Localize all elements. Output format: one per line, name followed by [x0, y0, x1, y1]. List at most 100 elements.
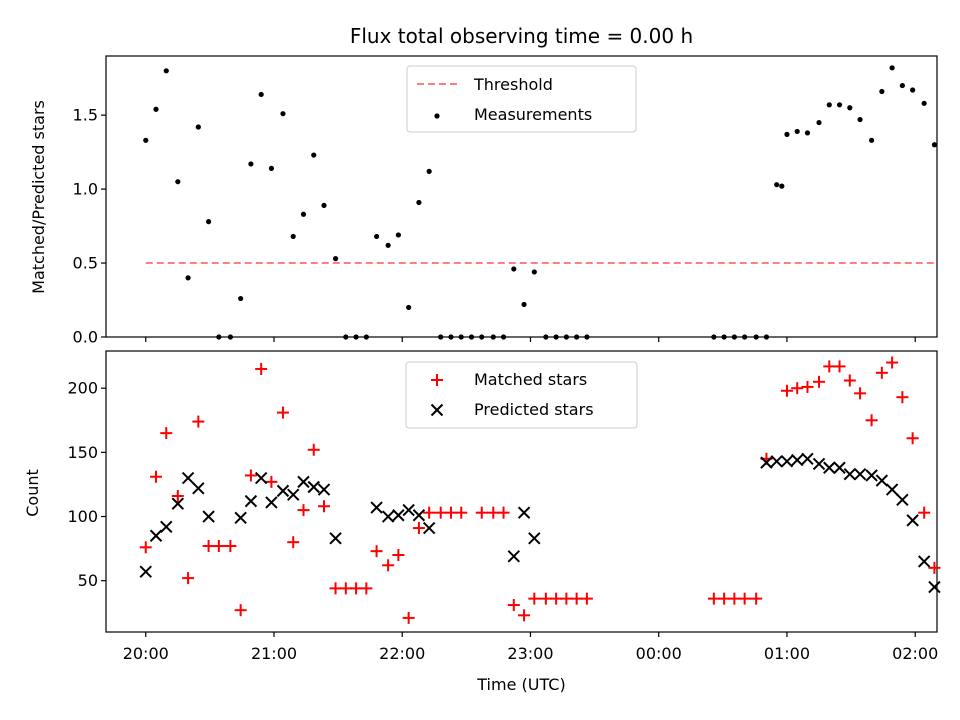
- predicted-stars-point: [812, 457, 826, 471]
- measurements-point: [248, 161, 254, 167]
- measurements-point: [816, 119, 822, 126]
- predicted-stars-point: [297, 475, 310, 489]
- measurements-point: [185, 275, 191, 281]
- ratio-panel: 0.0 0.5 1.0 1.5 Matched/Predicted stars Thr…: [29, 55, 938, 347]
- measurements-point: [448, 334, 454, 340]
- measurements-point: [227, 334, 233, 340]
- measurements-point: [195, 124, 201, 130]
- ratio-legend-box: [406, 65, 637, 133]
- matched-stars-point: [833, 360, 846, 373]
- x-tick-label: 20:00: [123, 644, 169, 663]
- predicted-stars-point: [780, 455, 794, 468]
- measurements-point: [490, 334, 496, 340]
- measurements-point: [406, 304, 412, 311]
- predicted-stars-point: [265, 496, 278, 509]
- matched-stars-point: [928, 561, 941, 574]
- matched-stars-point: [244, 469, 257, 482]
- matched-stars-point: [329, 582, 342, 595]
- predicted-stars-point: [760, 456, 773, 469]
- measurements-point: [879, 88, 885, 95]
- measurements-point: [521, 301, 527, 308]
- measurements-point: [826, 102, 832, 108]
- measurements-point: [258, 91, 264, 98]
- chart-title: Flux total observing time = 0.00 h: [350, 24, 693, 48]
- x-tick-label: 22:00: [379, 644, 425, 663]
- measurements-point: [216, 334, 222, 340]
- matched-stars-point: [412, 522, 425, 535]
- matched-stars-point: [360, 582, 373, 595]
- measurements-point: [300, 211, 307, 217]
- measurements-point: [753, 334, 759, 340]
- ratio-legend: Threshold Measurements: [406, 65, 637, 133]
- measurements-point: [500, 334, 507, 340]
- matched-stars-point: [234, 604, 247, 617]
- measurements-point: [153, 106, 159, 112]
- predicted-stars-point: [823, 461, 836, 474]
- matched-stars-point: [580, 592, 593, 605]
- legend-predicted-label: Predicted stars: [474, 400, 594, 419]
- count-marks: [139, 356, 941, 624]
- legend-matched-swatch: [431, 374, 443, 386]
- matched-stars-point: [265, 475, 278, 488]
- predicted-stars-point: [896, 493, 909, 507]
- matched-stars-point: [550, 592, 563, 605]
- matched-stars-point: [171, 489, 184, 502]
- predicted-stars-point: [801, 452, 814, 465]
- measurements-point: [779, 183, 785, 189]
- matched-stars-point: [434, 506, 447, 519]
- count-y-ticks: 50 100 150 200: [67, 379, 106, 590]
- measurements-point: [836, 102, 843, 108]
- matched-stars-point: [507, 599, 520, 612]
- count-legend: Matched stars Predicted stars: [405, 361, 638, 429]
- measurements-point: [931, 142, 938, 148]
- predicted-stars-point: [307, 480, 320, 494]
- measurements-point: [268, 165, 275, 171]
- measurements-point: [321, 202, 327, 208]
- count-plot-area: [105, 350, 938, 633]
- predicted-stars-point: [254, 471, 268, 485]
- matched-stars-point: [539, 592, 552, 605]
- legend-measurements-label: Measurements: [474, 105, 592, 124]
- measurements-point: [332, 256, 339, 262]
- predicted-stars-point: [287, 488, 300, 501]
- predicted-stars-point: [160, 520, 173, 533]
- matched-stars-point: [865, 414, 878, 427]
- predicted-stars-point: [853, 467, 867, 481]
- x-tick-label: 23:00: [507, 644, 553, 663]
- matched-stars-point: [918, 506, 931, 519]
- matched-stars-point: [202, 540, 215, 553]
- matched-stars-point: [487, 506, 500, 519]
- measurements-point: [742, 334, 748, 340]
- predicted-stars-point: [791, 453, 804, 467]
- matched-stars-point: [392, 549, 405, 562]
- measurements-point: [563, 334, 569, 340]
- measurements-point: [205, 219, 212, 225]
- predicted-stars-point: [528, 532, 541, 545]
- measurements-point: [910, 87, 916, 93]
- matched-stars-point: [182, 572, 195, 585]
- matched-stars-point: [475, 506, 488, 519]
- predicted-stars-point: [139, 565, 152, 578]
- measurements-point: [175, 179, 181, 185]
- predicted-stars-point: [276, 484, 290, 498]
- predicted-stars-point: [370, 501, 383, 514]
- matched-stars-point: [276, 406, 289, 419]
- matched-stars-point: [750, 592, 763, 605]
- x-tick-label: 01:00: [764, 644, 810, 663]
- ratio-y-tick-label: 1.5: [73, 106, 98, 125]
- predicted-stars-point: [517, 506, 531, 519]
- measurements-point: [774, 182, 780, 188]
- predicted-stars-point: [392, 509, 405, 522]
- predicted-stars-point: [171, 497, 185, 510]
- ratio-y-tick-label: 0.0: [73, 328, 98, 347]
- measurements-point: [143, 137, 149, 143]
- matched-stars-point: [906, 432, 919, 445]
- measurements-point: [468, 334, 475, 340]
- matched-stars-point: [212, 540, 225, 553]
- ratio-y-ticks: 0.0 0.5 1.0 1.5: [73, 106, 106, 347]
- measurements-point: [794, 128, 800, 135]
- matched-stars-point: [791, 382, 804, 395]
- measurements-point: [426, 168, 432, 174]
- measurements-point: [921, 100, 927, 106]
- predicted-stars-point: [202, 510, 215, 523]
